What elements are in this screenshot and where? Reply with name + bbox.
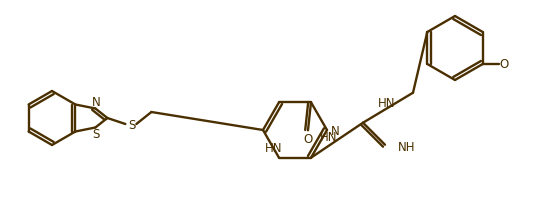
Text: NH: NH (398, 141, 416, 154)
Text: HN: HN (378, 97, 396, 110)
Text: N: N (331, 125, 339, 138)
Text: S: S (92, 128, 100, 141)
Text: S: S (129, 119, 136, 132)
Text: O: O (304, 133, 312, 146)
Text: N: N (92, 96, 101, 109)
Text: HN: HN (265, 142, 283, 155)
Text: HN: HN (320, 131, 338, 144)
Text: O: O (499, 57, 509, 70)
